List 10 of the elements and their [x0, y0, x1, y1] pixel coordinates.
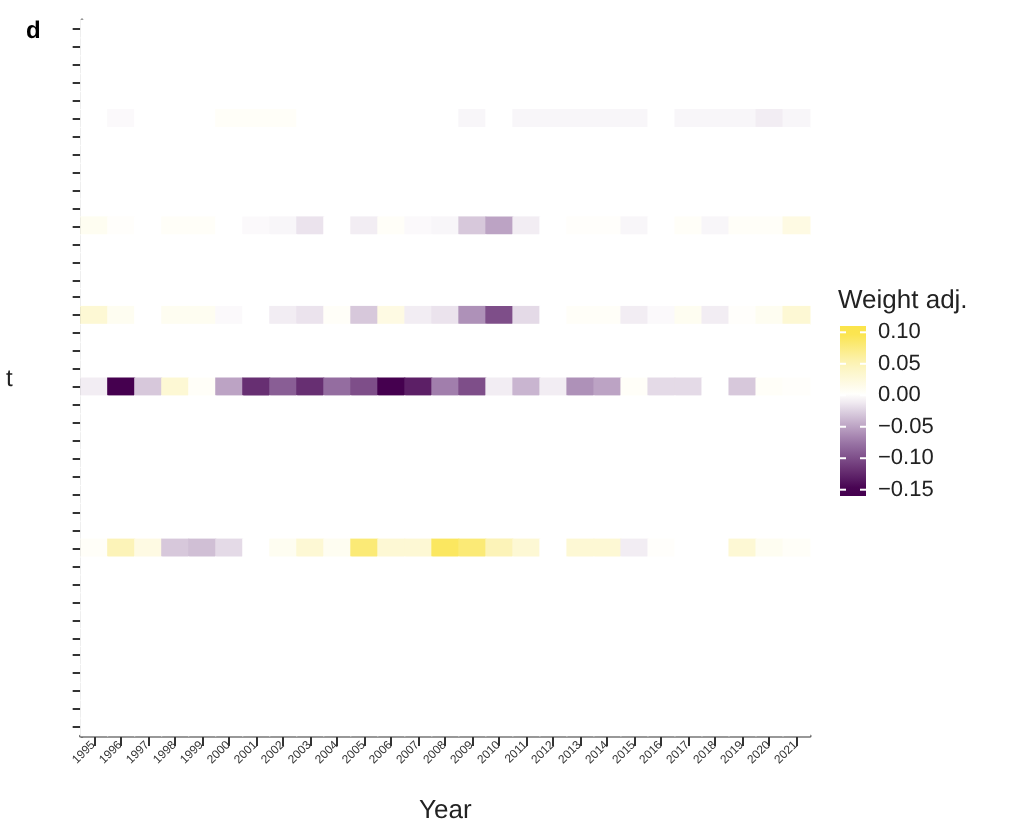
color-bar-label: 0.00	[878, 383, 921, 408]
color-bar-label: 0.10	[878, 320, 921, 345]
color-bar-label: 0.05	[878, 351, 921, 376]
color-bar-label: −0.05	[878, 414, 934, 439]
color-bar-label: −0.10	[878, 446, 934, 471]
chart-title: d	[26, 16, 41, 44]
color-bar-title: Weight adj.	[838, 284, 968, 314]
color-bar-label: −0.15	[878, 477, 934, 502]
y-axis-title: t	[5, 364, 14, 392]
x-axis-title: Year	[419, 794, 473, 824]
